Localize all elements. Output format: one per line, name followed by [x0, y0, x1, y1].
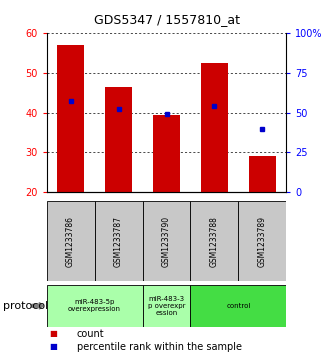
Bar	[105, 86, 132, 192]
Text: GSM1233786: GSM1233786	[66, 216, 75, 267]
Bar	[143, 285, 190, 327]
Bar	[47, 285, 143, 327]
Text: miR-483-3
p overexpr
ession: miR-483-3 p overexpr ession	[148, 296, 185, 316]
Text: ■: ■	[49, 330, 57, 338]
Text: miR-483-5p
overexpression: miR-483-5p overexpression	[68, 299, 121, 312]
Bar	[57, 45, 84, 192]
Bar	[190, 285, 286, 327]
Text: count: count	[77, 329, 104, 339]
Bar	[201, 62, 228, 192]
Text: GSM1233787: GSM1233787	[114, 216, 123, 267]
Bar	[238, 201, 286, 281]
Bar	[153, 115, 180, 192]
Text: GSM1233788: GSM1233788	[210, 216, 219, 267]
Text: percentile rank within the sample: percentile rank within the sample	[77, 342, 241, 352]
Text: GSM1233789: GSM1233789	[258, 216, 267, 267]
Bar	[95, 201, 143, 281]
Text: GDS5347 / 1557810_at: GDS5347 / 1557810_at	[94, 13, 239, 26]
Text: GSM1233790: GSM1233790	[162, 216, 171, 267]
Bar	[47, 201, 95, 281]
Bar	[249, 156, 276, 192]
Bar	[143, 201, 190, 281]
Text: ■: ■	[49, 342, 57, 351]
Text: protocol: protocol	[3, 301, 49, 311]
Bar	[190, 201, 238, 281]
Text: control: control	[226, 303, 251, 309]
